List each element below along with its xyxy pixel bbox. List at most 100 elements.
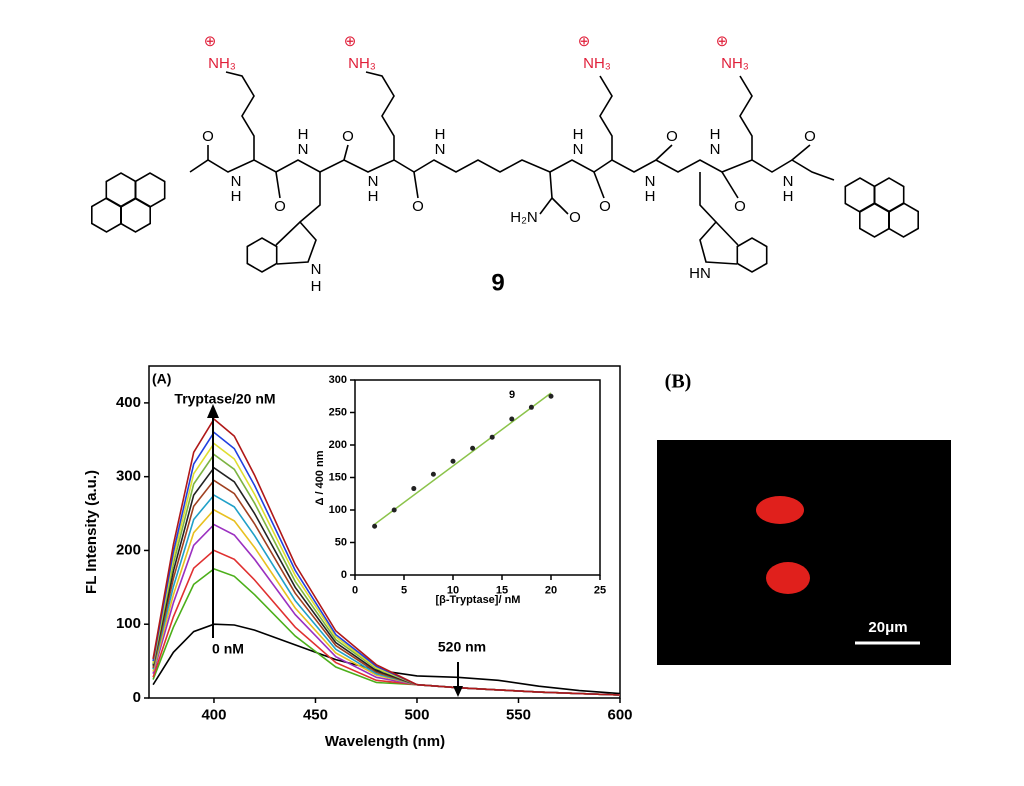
cell — [766, 562, 810, 594]
spectrum-line — [152, 466, 621, 696]
rings — [91, 172, 920, 273]
x-tick-label: 400 — [201, 706, 226, 723]
lys-chain — [739, 75, 753, 160]
amide-arm — [539, 171, 553, 215]
ring — [134, 172, 166, 208]
ring — [91, 197, 122, 233]
panel-label: (B) — [665, 371, 692, 393]
panel-label: (A) — [152, 371, 171, 387]
atom: H — [783, 188, 794, 205]
arrow-head — [207, 404, 219, 418]
ring — [120, 197, 151, 233]
data-point — [489, 434, 495, 440]
atom: H — [435, 126, 446, 143]
arrow-head — [453, 686, 463, 697]
ring — [736, 237, 768, 273]
x-tick-label: 600 — [607, 706, 632, 723]
charge: ⊕ — [716, 33, 729, 50]
data-point — [528, 404, 534, 410]
trp-chain — [699, 172, 717, 223]
ring — [246, 237, 278, 273]
y-tick-label: 100 — [116, 615, 141, 632]
atom: O — [569, 209, 581, 226]
charge: ⊕ — [204, 33, 217, 50]
atom: N — [368, 173, 379, 190]
lys-chain — [599, 75, 613, 160]
ring — [275, 220, 317, 265]
carbonyls — [721, 171, 739, 199]
atom: N — [311, 261, 322, 278]
data-point — [391, 507, 397, 513]
atom: H — [645, 188, 656, 205]
atom: HN — [689, 265, 711, 282]
x-axis-label: Wavelength (nm) — [325, 733, 445, 750]
data-point — [548, 393, 554, 399]
carbonyls — [593, 171, 605, 199]
atom: H — [311, 278, 322, 295]
atom: N — [435, 141, 446, 158]
data-point — [372, 523, 378, 529]
ring — [844, 177, 876, 213]
y-tick-label: 0 — [133, 689, 141, 706]
y-tick-label: 50 — [335, 536, 347, 548]
amide-arm — [551, 197, 569, 215]
y-tick-label: 300 — [329, 374, 347, 386]
ring — [858, 202, 891, 238]
x-tick-label: 25 — [594, 584, 606, 596]
x-tick-label: 5 — [401, 584, 407, 596]
annotation: 9 — [509, 389, 515, 401]
spectrum-line — [152, 623, 621, 695]
lys-chain — [365, 71, 395, 160]
ammonium: NH₃ — [208, 55, 236, 72]
x-axis-label: [β-Tryptase]/ nM — [436, 594, 521, 606]
plot-frame — [148, 365, 621, 699]
micrograph — [657, 440, 951, 665]
atom: N — [783, 173, 794, 190]
spectrum-line — [152, 442, 621, 696]
cell — [756, 496, 804, 524]
x-tick-label: 15 — [496, 584, 508, 596]
ring — [873, 177, 905, 213]
annotation: 520 nm — [438, 639, 486, 655]
annotation: 0 nM — [212, 641, 244, 657]
x-tick-label: 550 — [506, 706, 531, 723]
atom: N — [710, 141, 721, 158]
panel-b: (B) 20μm — [657, 371, 951, 665]
atom: N — [298, 141, 309, 158]
ammonium: NH₃ — [348, 55, 376, 72]
atom: N — [573, 141, 584, 158]
inset-chart: 0 5 10 15 20 250501001502002503009[β-Tryptase… — [314, 374, 606, 606]
y-tick-label: 250 — [329, 406, 347, 418]
x-tick-label: 0 — [352, 584, 358, 596]
data-point — [509, 416, 515, 422]
y-tick-label: 100 — [329, 504, 347, 516]
ring — [887, 202, 920, 238]
spectrum-line — [152, 417, 621, 696]
atom: H — [573, 126, 584, 143]
y-tick-label: 200 — [329, 439, 347, 451]
x-tick-label: 450 — [303, 706, 328, 723]
x-tick-label: 10 — [447, 584, 459, 596]
y-axis-label: Δ / 400 nm — [314, 450, 326, 505]
ring — [699, 220, 739, 265]
fit-line — [374, 392, 552, 525]
y-tick-label: 200 — [116, 541, 141, 558]
lys-chain — [225, 71, 255, 160]
charge: ⊕ — [344, 33, 357, 50]
atom: H — [368, 188, 379, 205]
atom: H — [231, 188, 242, 205]
x-tick-label: 20 — [545, 584, 557, 596]
atom: O — [202, 128, 214, 145]
x-tick-label: 500 — [404, 706, 429, 723]
trp-chain — [299, 172, 321, 223]
data-point — [470, 445, 476, 451]
ring — [105, 172, 137, 208]
y-tick-label: 300 — [116, 468, 141, 485]
atom: N — [231, 173, 242, 190]
atom: O — [412, 198, 424, 215]
atom: O — [342, 128, 354, 145]
atom: H — [298, 126, 309, 143]
data-point — [430, 471, 436, 477]
atom: O — [734, 198, 746, 215]
